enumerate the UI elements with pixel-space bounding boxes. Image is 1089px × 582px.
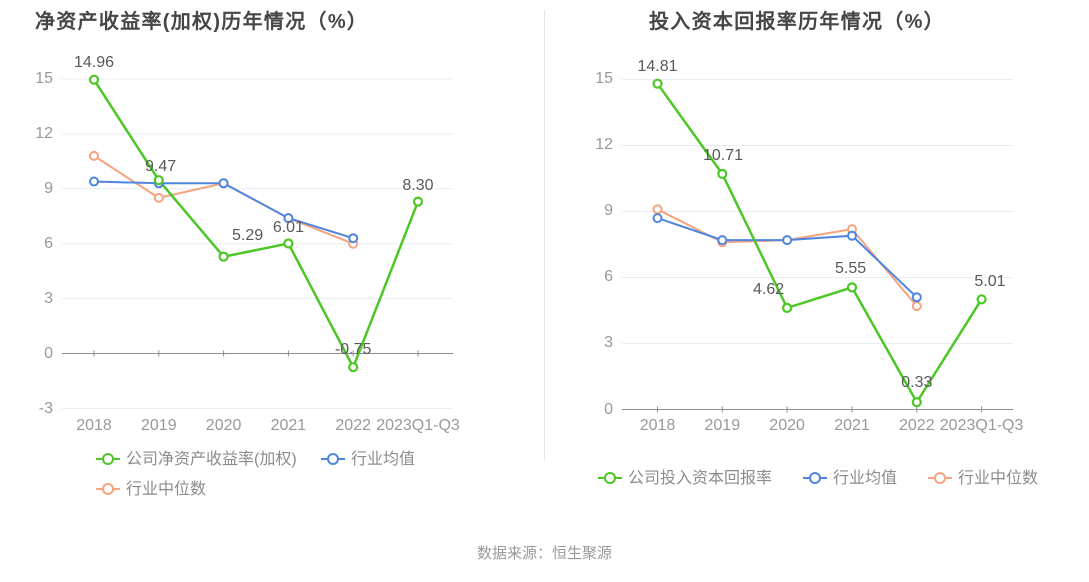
svg-text:2020: 2020 <box>769 417 805 434</box>
svg-text:0: 0 <box>604 401 613 418</box>
svg-text:-0.75: -0.75 <box>335 341 372 358</box>
svg-text:-3: -3 <box>39 400 53 417</box>
svg-text:2018: 2018 <box>76 417 112 434</box>
svg-text:5.55: 5.55 <box>835 260 866 277</box>
svg-text:10.71: 10.71 <box>703 147 743 164</box>
svg-text:9: 9 <box>604 202 613 219</box>
svg-text:5.01: 5.01 <box>974 273 1005 290</box>
svg-text:2019: 2019 <box>705 417 741 434</box>
svg-text:2021: 2021 <box>834 417 870 434</box>
svg-text:3: 3 <box>44 290 53 307</box>
svg-text:6.01: 6.01 <box>273 219 304 236</box>
svg-text:6: 6 <box>44 235 53 252</box>
svg-text:2022: 2022 <box>899 417 935 434</box>
svg-text:8.30: 8.30 <box>402 177 433 194</box>
svg-text:9.47: 9.47 <box>145 158 176 175</box>
svg-text:行业均值: 行业均值 <box>833 469 897 487</box>
svg-text:公司投入资本回报率: 公司投入资本回报率 <box>628 469 772 487</box>
svg-text:15: 15 <box>35 70 53 87</box>
svg-text:0.33: 0.33 <box>901 374 932 391</box>
svg-text:行业中位数: 行业中位数 <box>126 480 206 498</box>
svg-text:2020: 2020 <box>206 417 242 434</box>
svg-text:3: 3 <box>604 334 613 351</box>
svg-text:5.29: 5.29 <box>232 227 263 244</box>
svg-text:4.62: 4.62 <box>753 281 784 298</box>
svg-text:12: 12 <box>35 125 53 142</box>
svg-text:14.96: 14.96 <box>74 54 114 71</box>
svg-text:6: 6 <box>604 268 613 285</box>
svg-text:2023Q1-Q3: 2023Q1-Q3 <box>940 417 1024 434</box>
svg-text:2019: 2019 <box>141 417 177 434</box>
svg-text:2021: 2021 <box>271 417 307 434</box>
svg-text:9: 9 <box>44 180 53 197</box>
svg-text:14.81: 14.81 <box>637 58 677 75</box>
svg-text:12: 12 <box>595 136 613 153</box>
svg-text:2018: 2018 <box>640 417 676 434</box>
svg-text:行业中位数: 行业中位数 <box>958 469 1038 487</box>
svg-text:0: 0 <box>44 345 53 362</box>
svg-text:2023Q1-Q3: 2023Q1-Q3 <box>376 417 460 434</box>
svg-text:2022: 2022 <box>335 417 371 434</box>
svg-text:15: 15 <box>595 70 613 87</box>
